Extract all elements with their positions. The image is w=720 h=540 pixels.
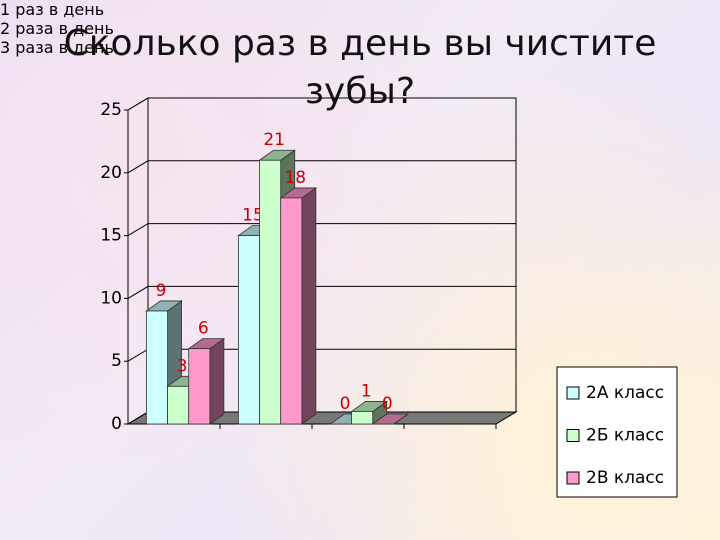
- value-label: 18: [284, 168, 306, 188]
- grid-line: [127, 160, 516, 174]
- grid-line: [127, 285, 516, 299]
- y-tick-label: 15: [100, 226, 122, 246]
- chart-title: Сколько раз в день вы чистите зубы?: [63, 23, 657, 112]
- value-label: 0: [340, 394, 351, 414]
- bar-side: [301, 187, 317, 425]
- value-label: 15: [242, 206, 264, 226]
- value-label: 9: [156, 281, 167, 301]
- legend-swatch: [566, 471, 580, 485]
- value-label: 1: [361, 381, 372, 401]
- legend-label: 2А класс: [586, 383, 664, 403]
- grid-line: [127, 223, 516, 237]
- bar: [280, 197, 303, 425]
- bar: [259, 159, 282, 425]
- legend-swatch: [566, 429, 580, 442]
- y-tick-label: 10: [100, 288, 122, 308]
- bar: [167, 385, 190, 425]
- legend-swatch: [566, 386, 580, 400]
- bar: [145, 310, 168, 425]
- x-tick-label: 2 раза в день: [0, 19, 114, 38]
- bar: [237, 235, 260, 425]
- bar-side: [209, 337, 225, 425]
- x-tick-label: 3 раза в день: [0, 38, 114, 57]
- legend-label: 2В класс: [586, 468, 664, 488]
- value-label: 6: [198, 319, 209, 339]
- bar-top: [371, 413, 410, 425]
- y-tick-label: 0: [111, 414, 122, 434]
- y-tick-label: 5: [111, 351, 122, 371]
- bar: [188, 348, 211, 425]
- value-label: 3: [177, 356, 188, 376]
- y-tick-label: 20: [100, 163, 122, 183]
- x-tick-label: 1 раз в день: [0, 0, 105, 19]
- value-label: 21: [263, 130, 285, 150]
- bar: [351, 411, 374, 425]
- side-wall: [127, 97, 149, 425]
- value-label: 0: [382, 394, 393, 414]
- y-tick-label: 25: [100, 100, 122, 120]
- grid-line: [127, 97, 516, 111]
- legend-label: 2Б класс: [586, 426, 664, 446]
